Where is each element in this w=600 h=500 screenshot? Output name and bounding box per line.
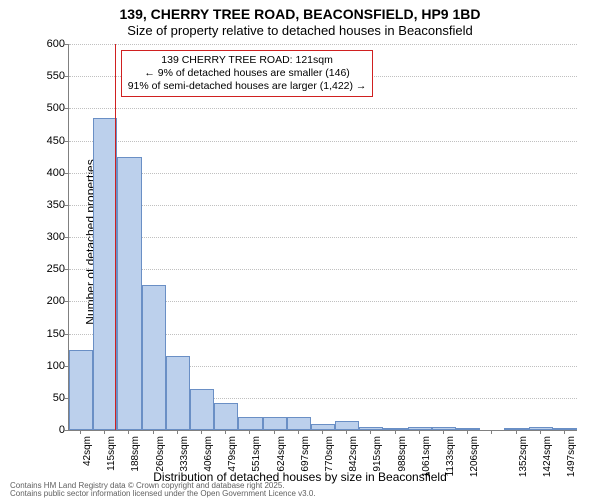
x-tick-mark [274,430,275,434]
annotation-box: 139 CHERRY TREE ROAD: 121sqm ← 9% of det… [121,50,374,97]
gridline [69,205,577,206]
y-tick-mark [64,269,68,270]
histogram-bar [190,389,214,430]
histogram-bar [214,403,238,430]
histogram-chart: 139, CHERRY TREE ROAD, BEACONSFIELD, HP9… [0,0,600,500]
gridline [69,44,577,45]
y-tick-mark [64,398,68,399]
y-tick-label: 50 [35,392,65,404]
x-tick-mark [249,430,250,434]
histogram-bar [335,421,359,430]
x-tick-mark [322,430,323,434]
gridline [69,141,577,142]
x-tick-mark [104,430,105,434]
y-tick-label: 350 [35,199,65,211]
histogram-bar [456,428,480,430]
x-tick-mark [419,430,420,434]
gridline [69,173,577,174]
x-tick-mark [346,430,347,434]
histogram-bar [553,428,577,430]
histogram-bar [238,417,262,430]
y-tick-mark [64,205,68,206]
y-tick-label: 150 [35,328,65,340]
y-tick-label: 300 [35,231,65,243]
x-tick-mark [491,430,492,434]
x-tick-mark [201,430,202,434]
y-tick-mark [64,334,68,335]
histogram-bar [69,350,93,430]
x-tick-mark [177,430,178,434]
histogram-bar [166,356,190,430]
chart-title: 139, CHERRY TREE ROAD, BEACONSFIELD, HP9… [0,0,600,23]
y-tick-label: 400 [35,167,65,179]
y-tick-mark [64,108,68,109]
histogram-bar [504,428,528,430]
x-tick-mark [80,430,81,434]
x-tick-mark [370,430,371,434]
histogram-bar [117,157,141,430]
x-tick-mark [467,430,468,434]
x-tick-mark [298,430,299,434]
x-tick-mark [564,430,565,434]
x-tick-mark [540,430,541,434]
y-tick-label: 550 [35,70,65,82]
y-tick-label: 200 [35,295,65,307]
y-tick-mark [64,44,68,45]
y-tick-label: 600 [35,38,65,50]
x-tick-mark [153,430,154,434]
footer-line2: Contains public sector information licen… [10,490,316,498]
x-tick-mark [395,430,396,434]
y-tick-mark [64,237,68,238]
histogram-bar [359,427,383,430]
histogram-bar [408,427,432,430]
y-tick-label: 0 [35,424,65,436]
histogram-bar [383,428,407,430]
annotation-line3: 91% of semi-detached houses are larger (… [128,80,367,93]
x-tick-mark [443,430,444,434]
x-tick-mark [516,430,517,434]
histogram-bar [263,417,287,430]
y-tick-label: 250 [35,263,65,275]
gridline [69,237,577,238]
annotation-line1: 139 CHERRY TREE ROAD: 121sqm [128,54,367,67]
x-tick-mark [128,430,129,434]
marker-line [115,44,116,430]
gridline [69,108,577,109]
annotation-line2: ← 9% of detached houses are smaller (146… [128,67,367,80]
y-tick-mark [64,430,68,431]
y-tick-mark [64,141,68,142]
histogram-bar [529,427,553,430]
histogram-bar [142,285,166,430]
gridline [69,269,577,270]
footer-text: Contains HM Land Registry data © Crown c… [10,482,316,498]
x-tick-mark [225,430,226,434]
y-tick-label: 100 [35,360,65,372]
histogram-bar [287,417,311,430]
chart-subtitle: Size of property relative to detached ho… [0,23,600,42]
y-tick-mark [64,301,68,302]
y-tick-mark [64,173,68,174]
y-tick-label: 450 [35,135,65,147]
histogram-bar [432,427,456,430]
y-tick-mark [64,76,68,77]
y-tick-label: 500 [35,102,65,114]
plot-area: 139 CHERRY TREE ROAD: 121sqm ← 9% of det… [68,44,577,431]
y-tick-mark [64,366,68,367]
